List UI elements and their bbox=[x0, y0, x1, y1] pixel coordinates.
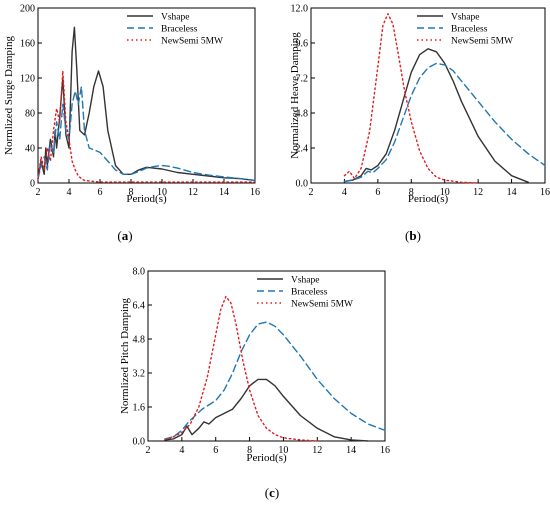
x-tick-label: 4 bbox=[179, 445, 184, 456]
y-tick-label: 8.0 bbox=[133, 267, 146, 278]
series-line-vshape bbox=[164, 378, 369, 442]
y-tick-label: 120 bbox=[20, 74, 35, 85]
legend-label: Braceless bbox=[451, 25, 488, 35]
series-line-vshape bbox=[343, 48, 529, 184]
y-tick-label: 0.0 bbox=[296, 179, 309, 190]
y-tick-label: 0 bbox=[30, 179, 35, 190]
legend-label: NewSemi 5MW bbox=[161, 37, 223, 47]
y-tick-label: 80 bbox=[25, 109, 35, 120]
x-tick-label: 14 bbox=[219, 187, 229, 198]
series-line-braceless bbox=[164, 321, 386, 440]
y-tick-label: 3.2 bbox=[133, 369, 146, 380]
plot-frame bbox=[37, 7, 256, 184]
plot-frame bbox=[310, 7, 546, 184]
x-tick-label: 6 bbox=[375, 187, 380, 198]
series-line-braceless bbox=[343, 62, 546, 183]
legend-label: Vshape bbox=[161, 13, 190, 23]
y-tick-label: 200 bbox=[20, 4, 35, 15]
chart-panel-c: 2 4 6 8 10 12 14 16 0.0 1.6 3.2 4.8 6.4 8.0 Period(s) N… bbox=[119, 267, 390, 501]
panel-label: (b) bbox=[405, 228, 421, 243]
legend-label: Vshape bbox=[451, 13, 480, 23]
y-tick-label: 9.6 bbox=[296, 39, 309, 50]
legend: Vshape Braceless NewSemi 5MW bbox=[127, 13, 223, 47]
legend: Vshape Braceless NewSemi 5MW bbox=[257, 276, 353, 310]
legend-label: NewSemi 5MW bbox=[291, 300, 353, 310]
x-tick-label: 2 bbox=[309, 187, 314, 198]
series-line-newsemi-5mw bbox=[164, 295, 318, 442]
x-tick-label: 16 bbox=[380, 445, 390, 456]
x-tick-label: 12 bbox=[473, 187, 483, 198]
x-tick-label: 8 bbox=[409, 187, 414, 198]
x-tick-label: 2 bbox=[36, 187, 41, 198]
plot-frame bbox=[147, 270, 386, 442]
x-tick-label: 10 bbox=[278, 445, 288, 456]
y-tick-label: 40 bbox=[25, 144, 35, 155]
y-axis-label: Normlized Surge Damping bbox=[3, 36, 15, 155]
y-tick-label: 4.8 bbox=[133, 335, 146, 346]
y-tick-label: 4.8 bbox=[296, 109, 309, 120]
x-tick-label: 4 bbox=[342, 187, 347, 198]
x-tick-label: 14 bbox=[346, 445, 356, 456]
x-axis-label: Period(s) bbox=[246, 452, 287, 464]
x-tick-label: 16 bbox=[540, 187, 550, 198]
y-tick-label: 1.6 bbox=[133, 403, 146, 414]
chart-panel-a: 2 4 6 8 10 12 14 1604080120160200Period(s)Norml… bbox=[3, 4, 260, 244]
x-axis-label: Period(s) bbox=[126, 193, 167, 205]
y-tick-label: 6.4 bbox=[133, 301, 146, 312]
x-tick-label: 4 bbox=[67, 187, 72, 198]
series-line-newsemi-5mw bbox=[37, 70, 256, 183]
legend: Vshape Braceless NewSemi 5MW bbox=[417, 13, 513, 47]
legend-label: Braceless bbox=[161, 25, 198, 35]
x-tick-label: 6 bbox=[98, 187, 103, 198]
x-tick-label: 10 bbox=[157, 187, 167, 198]
y-tick-label: 160 bbox=[20, 39, 35, 50]
panel-label: (a) bbox=[117, 228, 132, 243]
y-tick-label: 2.4 bbox=[296, 144, 309, 155]
chart-panel-b: 2 4 6 8 10 12 14 16 0.0 2.4 4.8 7.2 9.6 12.0 Period(s)… bbox=[289, 4, 550, 244]
y-axis-label: Normlized Pitch Damping bbox=[119, 297, 131, 414]
panel-label: (c) bbox=[265, 485, 279, 500]
y-tick-label: 0.0 bbox=[133, 437, 146, 448]
x-tick-label: 8 bbox=[129, 187, 134, 198]
series-line-vshape bbox=[37, 26, 256, 182]
x-tick-label: 16 bbox=[250, 187, 260, 198]
x-tick-label: 2 bbox=[146, 445, 151, 456]
series-line-newsemi-5mw bbox=[343, 13, 479, 184]
x-tick-label: 12 bbox=[312, 445, 322, 456]
series-line-braceless bbox=[37, 85, 256, 182]
y-tick-label: 12.0 bbox=[291, 4, 309, 15]
y-tick-label: 7.2 bbox=[296, 74, 309, 85]
x-tick-label: 8 bbox=[247, 445, 252, 456]
legend-label: NewSemi 5MW bbox=[451, 37, 513, 47]
x-axis-label: Period(s) bbox=[408, 193, 449, 205]
legend-label: Braceless bbox=[291, 288, 328, 298]
x-tick-label: 6 bbox=[213, 445, 218, 456]
x-tick-label: 14 bbox=[507, 187, 517, 198]
legend-label: Vshape bbox=[291, 276, 320, 286]
x-tick-label: 10 bbox=[440, 187, 450, 198]
y-axis-label: Normalized Heave Damping bbox=[289, 32, 301, 159]
x-tick-label: 12 bbox=[188, 187, 198, 198]
